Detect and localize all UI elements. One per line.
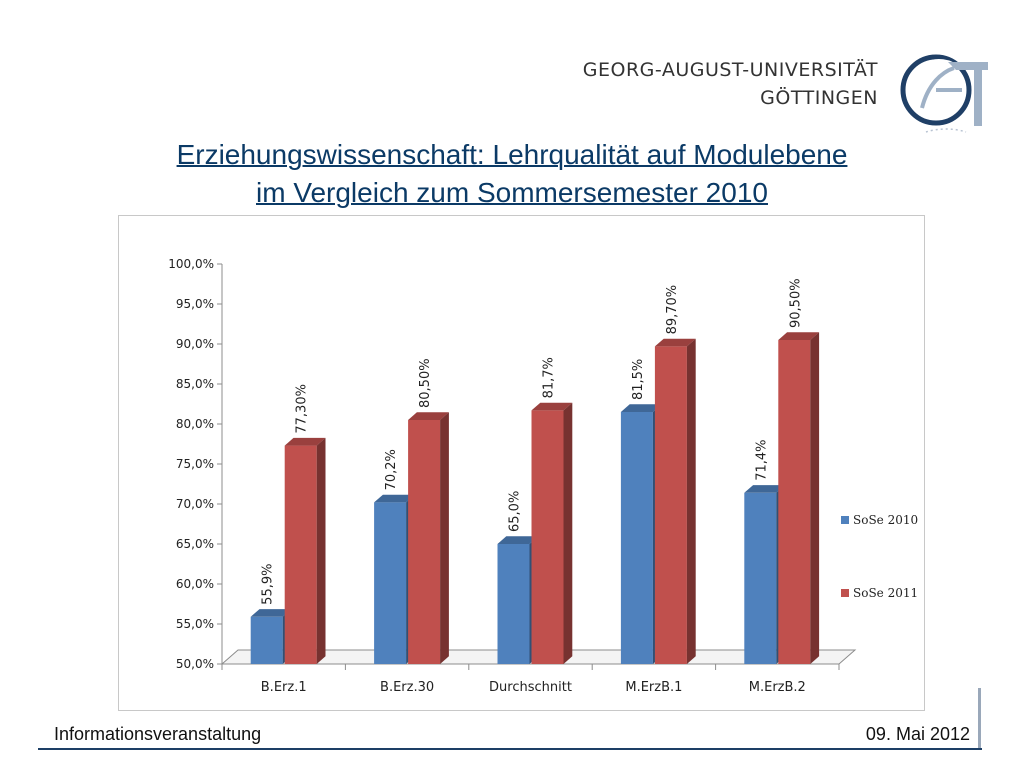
legend-label: SoSe 2011 (853, 586, 918, 600)
slide-title-line2: im Vergleich zum Sommersemester 2010 (256, 177, 768, 208)
y-tick-label: 75,0% (176, 457, 214, 471)
slide-title-line1: Erziehungswissenschaft: Lehrqualität auf… (176, 139, 848, 170)
footer-divider (38, 748, 982, 750)
data-label: 81,7% (542, 357, 557, 398)
legend-swatch (841, 589, 849, 597)
bar-top (778, 332, 820, 340)
y-tick-label: 100,0% (168, 257, 214, 271)
bar-side (440, 412, 449, 664)
data-label: 71,4% (754, 439, 769, 480)
bar-front (497, 544, 530, 664)
bar-front (531, 410, 564, 664)
bar-top (408, 412, 449, 420)
bar-side (563, 402, 573, 664)
bar-front (284, 445, 317, 664)
university-name-line2: GÖTTINGEN (760, 87, 878, 109)
bar-top (284, 437, 326, 446)
legend-label: SoSe 2010 (853, 513, 918, 527)
bar-sose-2011 (531, 402, 573, 664)
slide-title: Erziehungswissenschaft: Lehrqualität auf… (60, 136, 964, 212)
university-name: GEORG-AUGUST-UNIVERSITÄT GÖTTINGEN (583, 56, 878, 112)
y-tick-label: 55,0% (176, 617, 214, 631)
bar-top (374, 494, 415, 503)
bar-sose-2011 (408, 412, 449, 664)
bar-top (250, 609, 292, 617)
y-tick-label: 90,0% (176, 337, 214, 351)
bar-side (810, 332, 820, 664)
bar-front (374, 502, 407, 664)
data-label: 55,9% (261, 563, 276, 604)
bar-top (531, 402, 573, 411)
x-tick-label: M.ErzB.2 (749, 680, 806, 695)
data-label: 90,50% (788, 278, 803, 328)
bar-sose-2011 (284, 437, 326, 664)
y-tick-label: 50,0% (176, 657, 214, 671)
data-label: 81,5% (631, 359, 646, 400)
bar-sose-2011 (654, 338, 696, 664)
footer-event: Informationsveranstaltung (54, 724, 262, 744)
x-tick-label: M.ErzB.1 (625, 680, 682, 695)
university-seal-icon (900, 54, 988, 133)
bar-side (686, 338, 696, 664)
data-label: 70,2% (384, 449, 399, 490)
bar-top (654, 338, 696, 347)
x-tick-label: B.Erz.30 (380, 680, 434, 695)
data-label: 65,0% (508, 491, 523, 532)
x-tick-label: Durchschnitt (489, 680, 572, 695)
y-tick-label: 70,0% (176, 497, 214, 511)
chart-frame: 50,0% 55,0% 60,0% 65,0% 70,0% 75,0% 80,0% 85,0%… (118, 215, 925, 711)
footer-date: 09. Mai 2012 (865, 724, 970, 744)
x-tick-label: B.Erz.1 (261, 680, 307, 695)
bar-front (654, 346, 687, 664)
y-tick-label: 65,0% (176, 537, 214, 551)
data-label: 89,70% (665, 285, 680, 335)
data-label: 80,50% (418, 358, 433, 408)
y-tick-label: 85,0% (176, 377, 214, 391)
university-name-line1: GEORG-AUGUST-UNIVERSITÄT (582, 59, 878, 81)
y-tick-label: 95,0% (176, 297, 214, 311)
bar-side (316, 437, 326, 664)
bar-chart: 50,0% 55,0% 60,0% 65,0% 70,0% 75,0% 80,0% 85,0%… (168, 257, 918, 695)
bar-top (744, 485, 786, 493)
bar-top (497, 536, 539, 544)
legend-swatch (841, 516, 849, 524)
bar-front (250, 616, 283, 664)
y-tick-label: 80,0% (176, 417, 214, 431)
bar-front (408, 420, 441, 664)
bar-top (620, 404, 662, 412)
bar-front (778, 340, 811, 664)
data-label: 77,30% (295, 384, 310, 434)
bar-front (620, 412, 653, 664)
y-tick-label: 60,0% (176, 577, 214, 591)
side-decoration (978, 688, 981, 748)
bar-front (744, 492, 777, 664)
bar-sose-2011 (778, 332, 820, 664)
